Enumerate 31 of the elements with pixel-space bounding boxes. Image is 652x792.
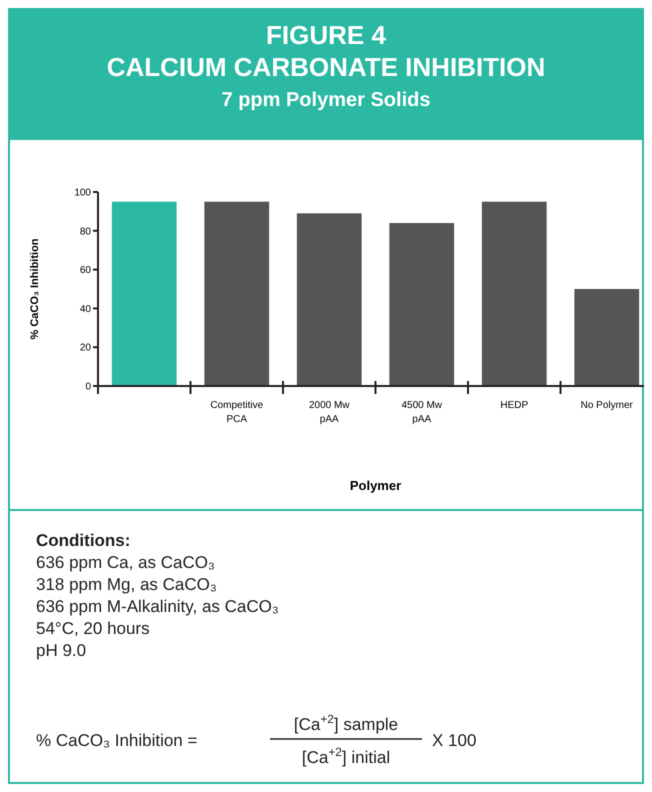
- text: X 100: [432, 731, 476, 750]
- x-tick-label: 2000 Mw pAA: [308, 400, 350, 425]
- x-tick-label: HEDP: [500, 400, 528, 411]
- bar: [296, 213, 362, 386]
- y-tick-label: 0: [85, 382, 92, 392]
- text: Conditions:: [36, 531, 130, 550]
- bar: [389, 223, 454, 386]
- x-tick-label: No Polymer: [580, 400, 634, 411]
- bar: [204, 202, 270, 386]
- text: 636 ppm Ca, as CaCO₃: [36, 553, 215, 572]
- y-tick-label: 80: [80, 226, 92, 238]
- text: 636 ppm M-Alkalinity, as CaCO₃: [36, 597, 279, 616]
- y-tick-label: 20: [80, 342, 92, 354]
- chart-title: FIGURE 4 CALCIUM CARBONATE INHIBITION: [106, 20, 546, 82]
- y-tick-label: 40: [80, 304, 92, 315]
- bar: [574, 289, 640, 386]
- y-tick-label: 100: [74, 188, 92, 198]
- text: [Ca$^{+2}$] initial: [302, 745, 390, 767]
- x-axis-title: Polymer: [350, 478, 402, 493]
- text: 318 ppm Mg, as CaCO₃: [36, 575, 217, 594]
- text: % CaCO₃ Inhibition =: [36, 731, 198, 750]
- x-tick-label: Competitive PCA: [210, 400, 264, 425]
- y-tick-label: 60: [80, 265, 92, 276]
- chart-subtitle: 7 ppm Polymer Solids: [222, 89, 430, 111]
- text: [Ca$^{+2}$] sample: [294, 712, 398, 734]
- text: 54°C, 20 hours: [36, 619, 150, 638]
- x-tick-label: 4500 Mw pAA: [401, 400, 443, 425]
- text: pH 9.0: [36, 641, 86, 660]
- bar: [112, 202, 177, 386]
- bar: [482, 202, 547, 386]
- y-axis-title: % CaCO₃ Inhibition: [29, 238, 41, 340]
